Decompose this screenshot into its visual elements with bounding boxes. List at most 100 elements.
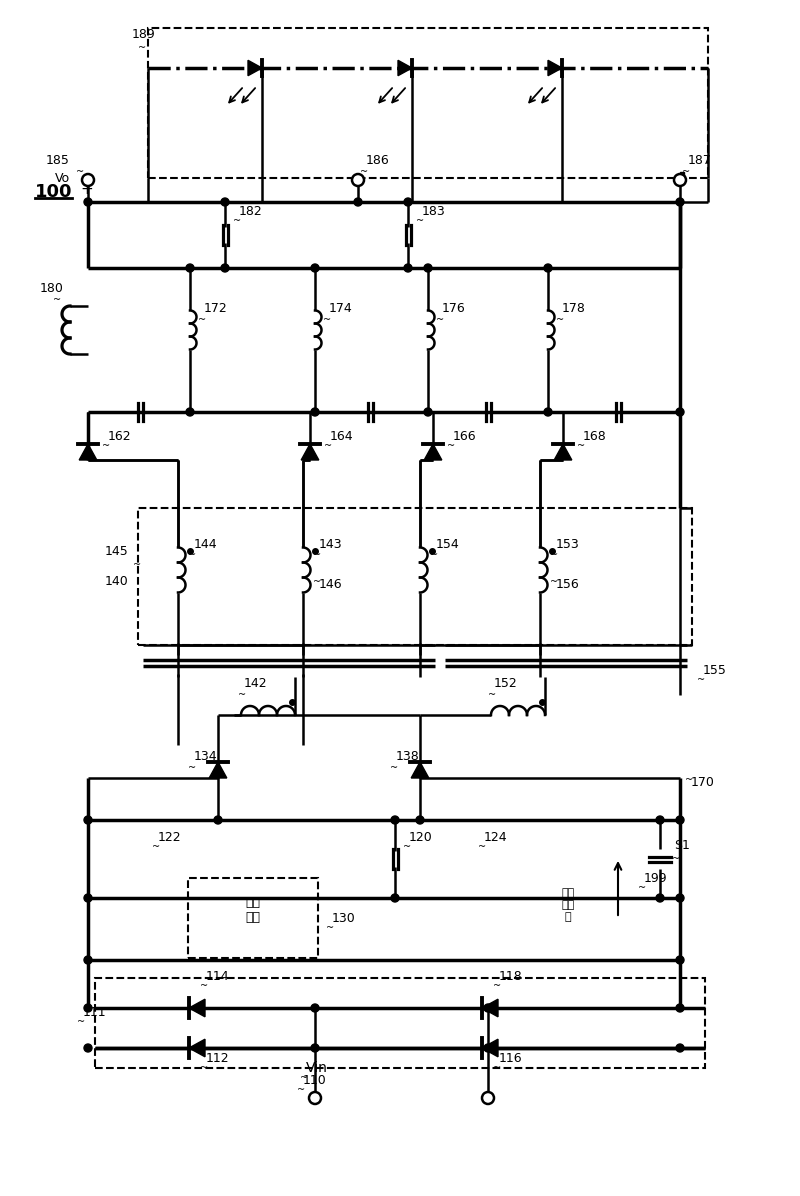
Text: ~: ~ — [447, 441, 455, 451]
Text: 116: 116 — [499, 1052, 522, 1064]
Circle shape — [656, 816, 664, 824]
Circle shape — [84, 1044, 92, 1052]
Circle shape — [391, 816, 399, 824]
Circle shape — [424, 408, 432, 416]
Circle shape — [311, 1003, 319, 1012]
Text: ~: ~ — [685, 775, 693, 785]
Circle shape — [311, 408, 319, 416]
Text: 187: 187 — [688, 154, 712, 167]
Text: ~: ~ — [550, 550, 558, 560]
Text: 140: 140 — [104, 575, 128, 588]
Circle shape — [354, 199, 362, 206]
Text: ~: ~ — [313, 576, 321, 587]
Text: ~: ~ — [326, 923, 334, 933]
Text: 120: 120 — [409, 831, 433, 844]
Text: ~: ~ — [233, 216, 241, 226]
Text: ~: ~ — [416, 216, 424, 226]
Circle shape — [544, 264, 552, 271]
Text: S1: S1 — [674, 840, 690, 852]
Text: ~: ~ — [697, 675, 705, 685]
Text: ~: ~ — [478, 842, 486, 852]
Text: 112: 112 — [206, 1052, 230, 1064]
Bar — [138, 508, 692, 645]
Text: 186: 186 — [366, 154, 390, 167]
Circle shape — [676, 893, 684, 902]
Text: ~: ~ — [323, 315, 331, 325]
Text: 180: 180 — [40, 282, 64, 295]
Polygon shape — [482, 1039, 498, 1057]
Text: 122: 122 — [158, 831, 182, 844]
Text: 164: 164 — [330, 431, 354, 443]
Text: ~: ~ — [198, 315, 206, 325]
Polygon shape — [189, 999, 205, 1017]
Bar — [95, 978, 705, 1068]
Text: ~: ~ — [297, 1085, 305, 1096]
Text: 174: 174 — [329, 303, 353, 315]
Text: 155: 155 — [703, 664, 727, 677]
Circle shape — [186, 408, 194, 416]
Text: ~: ~ — [188, 550, 196, 560]
Text: ~: ~ — [313, 550, 321, 560]
Text: Vin: Vin — [306, 1061, 328, 1075]
Polygon shape — [548, 60, 562, 75]
Text: ~: ~ — [550, 576, 558, 587]
Circle shape — [84, 1003, 92, 1012]
Text: 142: 142 — [244, 677, 268, 690]
Text: +: + — [80, 182, 93, 197]
Text: 110: 110 — [303, 1074, 326, 1087]
Text: ~: ~ — [324, 441, 332, 451]
Text: 183: 183 — [422, 205, 446, 218]
Text: 182: 182 — [239, 205, 262, 218]
Polygon shape — [554, 444, 572, 460]
Text: ~: ~ — [556, 315, 564, 325]
Polygon shape — [398, 60, 412, 75]
Circle shape — [484, 1003, 492, 1012]
Polygon shape — [411, 762, 429, 779]
Text: ~: ~ — [682, 167, 690, 177]
Circle shape — [84, 816, 92, 824]
Text: ~: ~ — [300, 1073, 308, 1084]
Circle shape — [404, 199, 412, 206]
Text: ~: ~ — [138, 43, 146, 53]
Text: ~: ~ — [488, 690, 496, 700]
Text: 143: 143 — [319, 538, 342, 551]
Text: 156: 156 — [556, 578, 580, 591]
Circle shape — [84, 199, 92, 206]
Circle shape — [391, 893, 399, 902]
Text: 146: 146 — [319, 578, 342, 591]
Text: ~: ~ — [188, 763, 196, 773]
Text: ~: ~ — [672, 854, 680, 864]
Circle shape — [311, 1044, 319, 1052]
Text: 134: 134 — [194, 750, 218, 763]
Text: ~: ~ — [493, 1063, 501, 1073]
Circle shape — [404, 264, 412, 271]
Text: ~: ~ — [436, 315, 444, 325]
Circle shape — [311, 264, 319, 271]
Text: 176: 176 — [442, 303, 466, 315]
Circle shape — [416, 816, 424, 824]
Text: 100: 100 — [35, 183, 73, 201]
Text: ~: ~ — [638, 883, 646, 893]
Text: 130: 130 — [332, 913, 356, 925]
Text: Vo: Vo — [55, 172, 70, 185]
Circle shape — [656, 893, 664, 902]
Text: ~: ~ — [77, 1017, 85, 1027]
Circle shape — [309, 1092, 321, 1104]
Circle shape — [186, 264, 194, 271]
Text: ~: ~ — [152, 842, 160, 852]
Circle shape — [221, 199, 229, 206]
Polygon shape — [79, 444, 97, 460]
Text: 145: 145 — [104, 545, 128, 559]
Text: 开关
驱动
信: 开关 驱动 信 — [562, 889, 574, 922]
Text: ~: ~ — [133, 560, 141, 570]
Circle shape — [676, 408, 684, 416]
Circle shape — [676, 1003, 684, 1012]
Text: 152: 152 — [494, 677, 518, 690]
Polygon shape — [248, 60, 262, 75]
Text: ~: ~ — [76, 167, 84, 177]
Text: 162: 162 — [108, 431, 132, 443]
Circle shape — [352, 173, 364, 187]
Text: 168: 168 — [583, 431, 606, 443]
Text: ~: ~ — [390, 763, 398, 773]
Text: 178: 178 — [562, 303, 586, 315]
